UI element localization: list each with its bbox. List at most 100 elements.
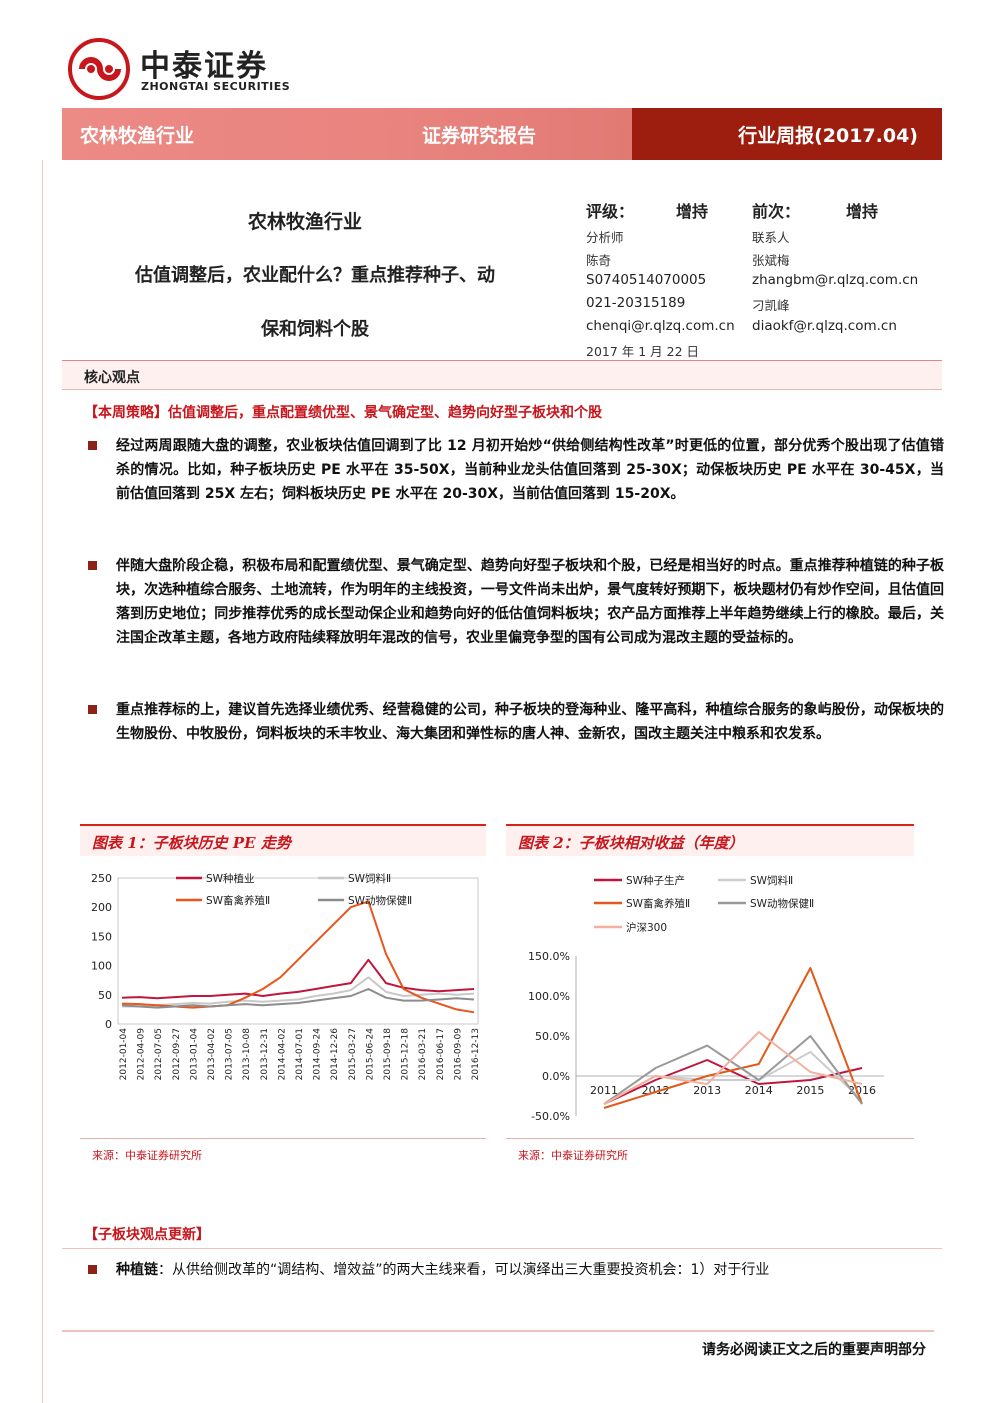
logo-text-en: ZHONGTAI SECURITIES	[141, 80, 291, 93]
chart2-y-tick: 100.0%	[528, 990, 570, 1003]
bullet-square	[88, 441, 97, 450]
chart2-x-tick: 2014	[745, 1084, 773, 1097]
chart1-x-tick: 2013-01-04	[189, 1028, 199, 1081]
weekly-strategy: 【本周策略】估值调整后，重点配置绩优型、景气确定型、趋势向好型子板块和个股	[84, 405, 602, 421]
chart2-legend-label: 沪深300	[626, 921, 667, 934]
analyst-name: 陈奇	[586, 253, 612, 268]
bullet-square	[88, 1265, 97, 1274]
chart1-series-line	[121, 988, 475, 1009]
chart1-x-tick: 2013-12-31	[260, 1028, 270, 1080]
chart1-x-tick: 2016-12-13	[471, 1028, 481, 1080]
subsector-title: 【子板块观点更新】	[84, 1227, 210, 1243]
contact-email-2[interactable]: diaokf@r.qlzq.com.cn	[752, 318, 897, 334]
subsector-para-bold: 种植链	[116, 1262, 158, 1278]
rating-value: 增持	[676, 202, 709, 221]
contact-email-1[interactable]: zhangbm@r.qlzq.com.cn	[752, 272, 919, 288]
chart2-header: 图表 2：子板块相对收益（年度）	[506, 824, 914, 856]
chart1-series-line	[121, 958, 475, 1000]
chart1-x-tick: 2015-06-24	[365, 1028, 375, 1081]
subsector-rule	[62, 1248, 942, 1249]
chart1-plot-area	[117, 877, 479, 1025]
chart2-y-tick: 0.0%	[542, 1070, 570, 1083]
chart1-x-tick: 2012-07-05	[154, 1028, 164, 1080]
chart1-x-tick: 2016-03-21	[418, 1028, 428, 1080]
left-margin-rule	[42, 160, 43, 1403]
chart2-x-tick: 2011	[590, 1084, 618, 1097]
zhongtai-logo-icon	[68, 38, 130, 100]
chart1-x-tick: 2014-07-01	[295, 1028, 305, 1080]
chart1-x-tick: 2016-06-17	[436, 1028, 446, 1080]
contact-name-1: 张斌梅	[752, 253, 790, 268]
chart2-legend-label: SW畜禽养殖Ⅱ	[626, 897, 690, 910]
chart2-series-line	[603, 1059, 863, 1105]
chart1-legend-label: SW畜禽养殖Ⅱ	[206, 894, 270, 907]
subsector-para-rest: ：从供给侧改革的“调结构、增效益”的两大主线来看，可以演绎出三大重要投资机会：1…	[158, 1262, 770, 1278]
chart1-x-tick: 2016-09-09	[453, 1028, 463, 1081]
chart2-y-tick: -50.0%	[531, 1110, 570, 1123]
chart1-legend-label: SW饲料Ⅱ	[348, 872, 391, 885]
chart1-x-tick: 2013-10-08	[242, 1028, 252, 1081]
chart1-y-tick: 50	[98, 989, 112, 1002]
chart2-relative-return: -50.0%0.0%50.0%100.0%150.0%2011 2012 2013 2…	[528, 874, 884, 1123]
chart1-x-tick: 2015-03-27	[348, 1028, 358, 1080]
prev-rating-label: 前次：	[752, 202, 801, 221]
chart1-x-tick: 2015-12-18	[401, 1028, 411, 1081]
prev-rating-value: 增持	[846, 202, 879, 221]
core-paragraph-1: 经过两周跟随大盘的调整，农业板块估值回调到了比 12 月初开始炒“供给侧结构性改…	[116, 438, 944, 502]
chart2-y-tick: 50.0%	[535, 1030, 570, 1043]
chart1-pe-trend: 0 50 100 150 200 250 2012-01-04 2012-04-09 2012-…	[91, 872, 481, 1081]
chart1-y-tick: 0	[105, 1018, 112, 1031]
chart1-x-tick: 2013-07-05	[225, 1028, 235, 1080]
chart1-legend-label: SW动物保健Ⅱ	[348, 894, 412, 907]
footer-rule	[62, 1330, 934, 1332]
analyst-cert: S0740514070005	[586, 272, 707, 288]
chart2-legend-label: SW动物保健Ⅱ	[750, 897, 814, 910]
chart1-x-tick: 2014-12-26	[330, 1028, 340, 1081]
rating-label: 评级：	[586, 202, 635, 221]
report-title-line2: 保和饲料个股	[261, 319, 369, 340]
subsector-paragraph: 种植链：从供给侧改革的“调结构、增效益”的两大主线来看，可以演绎出三大重要投资机…	[116, 1258, 944, 1282]
contact-name-2: 刁凯峰	[752, 298, 790, 313]
chart2-x-tick: 2013	[693, 1084, 721, 1097]
chart2-series-line	[603, 967, 863, 1109]
chart2-legend-label: SW种子生产	[626, 874, 685, 887]
chart2-y-tick: 150.0%	[528, 950, 570, 963]
header-banner: 农林牧渔行业 证券研究报告 行业周报(2017.04)	[62, 108, 942, 160]
chart1-x-tick: 2014-04-02	[277, 1028, 287, 1080]
banner-sector: 农林牧渔行业	[80, 125, 195, 147]
chart2-source: 来源：中泰证券研究所	[506, 1138, 914, 1166]
chart1-source: 来源：中泰证券研究所	[80, 1138, 486, 1166]
analyst-email[interactable]: chenqi@r.qlzq.com.cn	[586, 318, 735, 334]
chart1-y-tick: 250	[91, 872, 112, 885]
chart1-y-tick: 100	[91, 960, 112, 973]
core-section-label: 核心观点	[84, 370, 140, 386]
chart1-x-tick: 2012-01-04	[119, 1028, 129, 1081]
chart2-series-line	[603, 1031, 863, 1105]
chart1-y-tick: 150	[91, 930, 112, 943]
banner-period: 行业周报(2017.04)	[738, 125, 918, 147]
report-title-line1: 估值调整后，农业配什么？重点推荐种子、动	[135, 265, 495, 286]
footer-disclaimer: 请务必阅读正文之后的重要声明部分	[702, 1342, 926, 1358]
chart2-x-tick: 2015	[796, 1084, 824, 1097]
chart1-legend-label: SW种植业	[206, 872, 255, 885]
chart1-x-tick: 2013-04-02	[207, 1028, 217, 1080]
report-sector: 农林牧渔行业	[248, 211, 363, 233]
chart2-title: 图表 2：子板块相对收益（年度）	[518, 834, 744, 852]
report-date: 2017 年 1 月 22 日	[586, 344, 700, 359]
core-section-bar	[62, 360, 942, 390]
bullet-square	[88, 561, 97, 570]
chart1-x-tick: 2012-09-27	[172, 1028, 182, 1080]
chart1-title: 图表 1：子板块历史 PE 走势	[92, 834, 291, 852]
chart1-x-tick: 2014-09-24	[313, 1028, 323, 1081]
chart2-legend-label: SW饲料Ⅱ	[750, 874, 793, 887]
logo-text-cn: 中泰证券	[140, 49, 268, 84]
chart1-x-tick: 2012-04-09	[137, 1028, 147, 1081]
chart2-series-line	[603, 1035, 863, 1105]
analyst-phone: 021-20315189	[586, 295, 686, 311]
chart1-header: 图表 1：子板块历史 PE 走势	[80, 824, 486, 856]
core-paragraph-2: 伴随大盘阶段企稳，积极布局和配置绩优型、景气确定型、趋势向好型子板块和个股，已经…	[116, 558, 944, 646]
banner-report-type: 证券研究报告	[422, 125, 537, 147]
core-paragraph-3: 重点推荐标的上，建议首先选择业绩优秀、经营稳健的公司，种子板块的登海种业、隆平高…	[116, 702, 944, 742]
chart1-y-tick: 200	[91, 901, 112, 914]
analyst-label: 分析师	[586, 230, 624, 245]
